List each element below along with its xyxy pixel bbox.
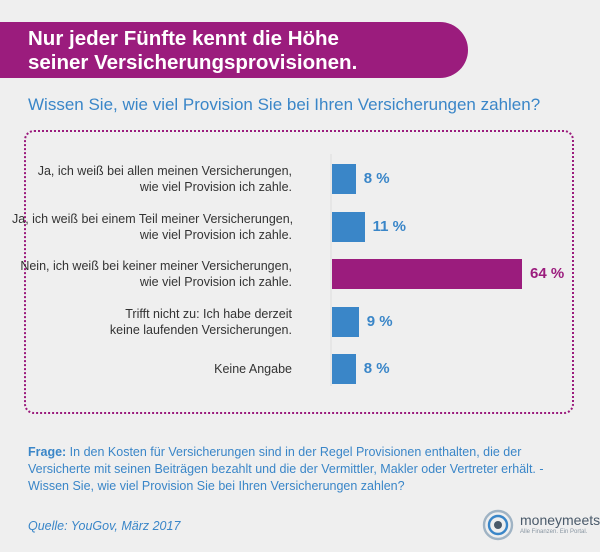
bar — [332, 211, 365, 242]
category-label-line: keine laufenden Versicherungen. — [109, 322, 292, 337]
category-label-line: Trifft nicht zu: Ich habe derzeit — [125, 306, 292, 321]
title-line-1: Nur jeder Fünfte kennt die Höhe — [28, 27, 339, 50]
question-note: Frage: In den Kosten für Versicherungen … — [28, 444, 576, 495]
category-label-line: wie viel Provision ich zahle. — [139, 227, 292, 242]
category-label: Keine Angabe — [12, 361, 292, 377]
bar-value-label: 64 % — [530, 265, 565, 282]
category-label-line: wie viel Provision ich zahle. — [139, 275, 292, 289]
question-text: In den Kosten für Versicherungen sind in… — [28, 445, 544, 493]
category-label: Ja, ich weiß bei einem Teil meiner Versi… — [12, 211, 294, 243]
title-banner: Nur jeder Fünfte kennt die Höhe seiner V… — [0, 22, 468, 78]
bar-value-label: 8 % — [363, 170, 390, 187]
category-label-line: wie viel Provision ich zahle. — [139, 180, 292, 194]
bar-value-label: 11 % — [372, 217, 407, 235]
bar — [332, 164, 356, 194]
category-label-line: Ja, ich weiß bei allen meinen Versicheru… — [37, 164, 292, 178]
bar-value-label: 8 % — [363, 360, 390, 377]
title-line-2: seiner Versicherungsprovisionen. — [28, 51, 358, 74]
bar — [332, 306, 359, 337]
bar-value-label: 9 % — [366, 312, 393, 330]
bar — [332, 354, 356, 384]
value-axis-line — [330, 154, 332, 386]
source-note: Quelle: YouGov, März 2017 — [28, 519, 181, 533]
category-label: Nein, ich weiß bei keiner meiner Versich… — [12, 258, 292, 290]
brand-name: moneymeets — [520, 512, 600, 528]
category-label-line: Keine Angabe — [214, 362, 292, 376]
category-label-line: Nein, ich weiß bei keiner meiner Versich… — [20, 259, 292, 273]
brand-tagline: Alle Finanzen. Ein Portal. — [520, 529, 588, 535]
bar — [332, 259, 522, 289]
category-label: Trifft nicht zu: Ich habe derzeit keine l… — [12, 306, 292, 338]
question-lead: Frage: — [28, 445, 67, 459]
chart-question-title: Wissen Sie, wie viel Provision Sie bei I… — [28, 95, 541, 114]
category-label: Ja, ich weiß bei allen meinen Versicheru… — [12, 163, 292, 195]
category-label-line: Ja, ich weiß bei einem Teil meiner Versi… — [12, 211, 294, 226]
chart-frame: Ja, ich weiß bei allen meinen Versicheru… — [12, 130, 574, 414]
brand-logo-block: moneymeets Alle Finanzen. Ein Portal. — [482, 506, 600, 546]
moneymeets-logo-icon — [482, 509, 514, 541]
